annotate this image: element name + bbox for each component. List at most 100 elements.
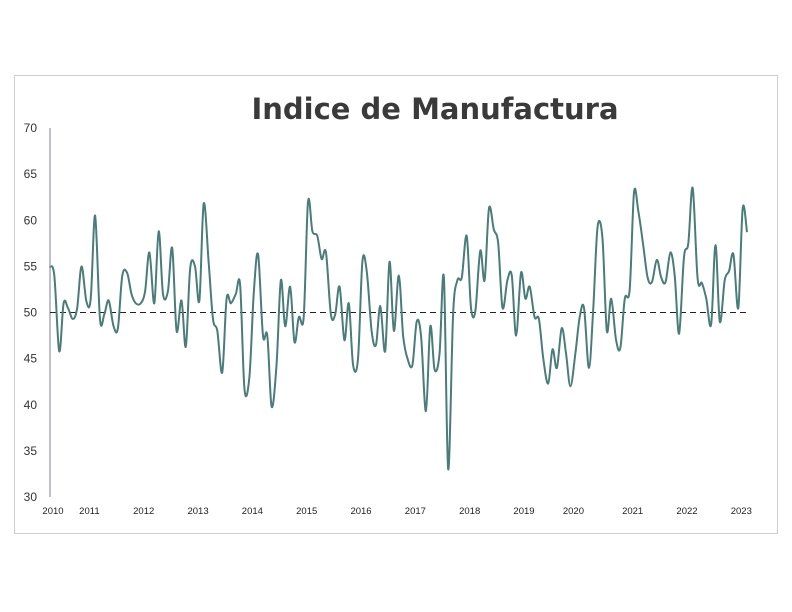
data-point xyxy=(665,281,667,283)
data-point xyxy=(126,272,128,274)
data-point xyxy=(316,235,318,237)
data-point xyxy=(153,302,155,304)
data-point xyxy=(72,318,74,320)
data-point xyxy=(728,270,730,272)
data-point xyxy=(724,279,726,281)
data-point xyxy=(325,252,327,254)
data-point xyxy=(466,235,468,237)
data-point xyxy=(637,210,639,212)
data-point xyxy=(330,313,332,315)
data-point xyxy=(710,323,712,325)
x-tick-labels: 2010 2011 2012 2013 2014 2015 2016 2017 2018 2019… xyxy=(42,506,751,517)
data-point xyxy=(705,298,707,300)
data-point xyxy=(439,353,441,355)
data-point xyxy=(53,275,55,277)
data-point xyxy=(538,318,540,320)
data-point xyxy=(660,276,662,278)
data-point xyxy=(569,385,571,387)
data-point xyxy=(624,298,626,300)
series-line xyxy=(49,186,748,471)
data-point xyxy=(674,275,676,277)
data-point xyxy=(171,247,173,249)
data-point xyxy=(515,335,517,337)
data-point xyxy=(257,253,259,255)
data-point xyxy=(216,330,218,332)
x-tick-label: 2017 xyxy=(405,506,426,517)
x-tick-label: 2015 xyxy=(296,506,317,517)
data-point xyxy=(371,330,373,332)
data-point xyxy=(226,298,228,300)
data-point xyxy=(393,330,395,332)
data-point xyxy=(135,302,137,304)
data-point xyxy=(67,307,69,309)
data-point xyxy=(511,275,513,277)
data-point xyxy=(81,265,83,267)
data-point xyxy=(334,313,336,315)
data-point xyxy=(629,288,631,290)
data-point xyxy=(447,468,449,470)
data-point xyxy=(488,207,490,209)
data-point xyxy=(108,300,110,302)
data-point xyxy=(678,333,680,335)
y-tick-label: 40 xyxy=(24,398,38,412)
data-point xyxy=(203,203,205,205)
data-point xyxy=(615,339,617,341)
x-tick-label: 2020 xyxy=(563,506,584,517)
data-point xyxy=(420,335,422,337)
data-point xyxy=(452,313,454,315)
data-point xyxy=(398,275,400,277)
data-point xyxy=(230,302,232,304)
data-point xyxy=(384,350,386,352)
data-point xyxy=(406,358,408,360)
data-point xyxy=(592,307,594,309)
data-point xyxy=(579,316,581,318)
data-point xyxy=(311,230,313,232)
data-point xyxy=(140,302,142,304)
data-point xyxy=(76,307,78,309)
data-point xyxy=(90,298,92,300)
data-point xyxy=(565,353,567,355)
x-tick-label: 2016 xyxy=(350,506,371,517)
data-point xyxy=(121,275,123,277)
data-point xyxy=(348,302,350,304)
data-point xyxy=(502,307,504,309)
data-point xyxy=(339,286,341,288)
data-point xyxy=(85,300,87,302)
data-point xyxy=(262,335,264,337)
data-point xyxy=(176,330,178,332)
data-point xyxy=(198,300,200,302)
y-tick-labels: 30 35 40 45 50 55 60 65 70 xyxy=(24,121,38,504)
data-point xyxy=(583,307,585,309)
data-point xyxy=(293,341,295,343)
data-point xyxy=(357,358,359,360)
data-point xyxy=(248,376,250,378)
data-point xyxy=(746,231,748,233)
data-point xyxy=(610,298,612,300)
series-group xyxy=(49,186,748,471)
data-point xyxy=(443,276,445,278)
data-point xyxy=(714,244,716,246)
data-point xyxy=(266,335,268,337)
data-point xyxy=(534,316,536,318)
data-point xyxy=(742,207,744,209)
x-tick-label: 2010 xyxy=(42,506,63,517)
y-tick-label: 45 xyxy=(24,352,38,366)
data-point xyxy=(701,282,703,284)
x-tick-label: 2013 xyxy=(187,506,208,517)
data-point xyxy=(284,325,286,327)
data-point xyxy=(280,279,282,281)
data-point xyxy=(276,364,278,366)
data-point xyxy=(221,371,223,373)
data-point xyxy=(542,358,544,360)
data-point xyxy=(402,335,404,337)
data-point xyxy=(588,367,590,369)
data-point xyxy=(484,279,486,281)
data-point xyxy=(601,238,603,240)
data-point xyxy=(597,226,599,228)
y-tick-label: 60 xyxy=(24,213,38,227)
data-point xyxy=(307,201,309,203)
data-point xyxy=(456,279,458,281)
data-point xyxy=(647,276,649,278)
data-point xyxy=(189,267,191,269)
y-tick-label: 65 xyxy=(24,167,38,181)
